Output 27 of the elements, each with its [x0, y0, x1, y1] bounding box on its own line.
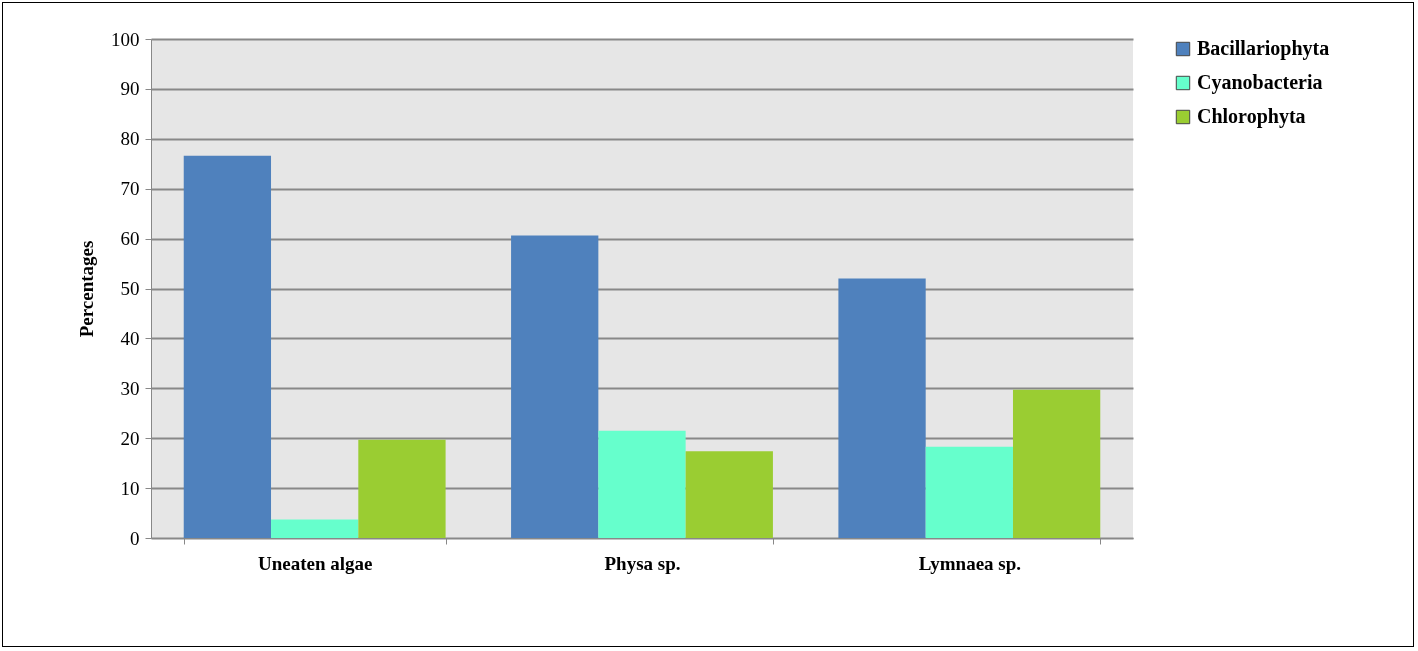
legend-label: Bacillariophyta [1197, 37, 1330, 60]
x-tick-label: Uneaten algae [257, 552, 373, 574]
y-tick-label: 80 [120, 128, 140, 150]
bar [685, 451, 773, 538]
bar [925, 446, 1013, 538]
y-tick-label: 40 [120, 327, 140, 349]
x-tick-label: Physa sp. [604, 552, 681, 574]
y-tick-label: 20 [120, 427, 140, 449]
bar [358, 439, 446, 538]
x-tick-label: Lymnaea sp. [918, 552, 1022, 574]
y-tick-label: 70 [120, 178, 140, 200]
y-tick-label: 30 [120, 377, 140, 399]
bar [598, 430, 686, 538]
bar [511, 235, 599, 538]
y-axis-title: Percentages [76, 240, 97, 338]
bar [1012, 389, 1101, 538]
y-tick-label: 50 [120, 278, 140, 299]
y-tick-label: 60 [120, 228, 140, 250]
y-tick-label: 0 [130, 527, 140, 549]
y-tick-label: 100 [111, 28, 140, 50]
legend-label: Cyanobacteria [1197, 71, 1323, 94]
bar [183, 155, 272, 538]
y-tick-label: 10 [120, 477, 140, 499]
legend-label: Chlorophyta [1197, 105, 1306, 128]
bar [271, 519, 359, 538]
y-tick-label: 90 [120, 78, 140, 100]
bar [838, 278, 926, 538]
